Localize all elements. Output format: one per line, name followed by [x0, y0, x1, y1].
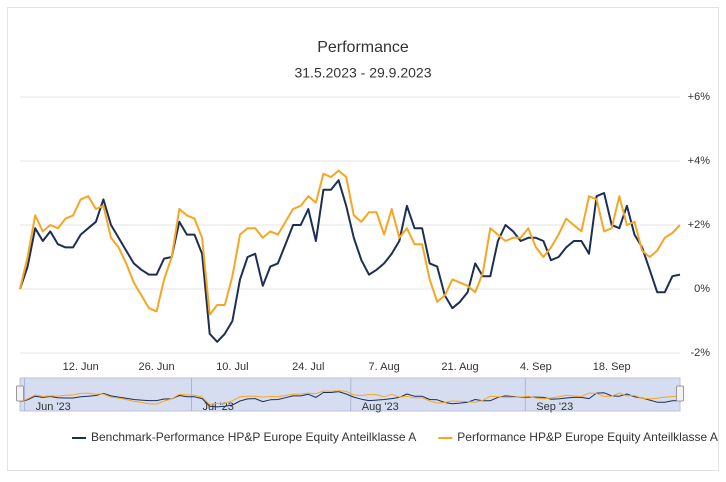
navigator-handle	[16, 385, 24, 402]
legend-label: Benchmark-Performance HP&P Europe Equity…	[91, 430, 416, 444]
x-tick-label: 10. Jul	[216, 361, 248, 373]
x-tick-label: 4. Sep	[520, 361, 552, 373]
x-tick-label: 12. Jun	[63, 361, 99, 373]
navigator-line	[19, 391, 681, 408]
x-tick-label: 18. Sep	[593, 361, 631, 373]
y-tick-label: +2%	[688, 219, 711, 231]
x-tick-label: 21. Aug	[441, 361, 478, 373]
y-tick-label: +6%	[688, 91, 711, 103]
series-line	[19, 169, 681, 316]
y-tick-label: +4%	[688, 155, 711, 167]
y-tick-label: 0%	[694, 283, 710, 295]
x-tick-label: 7. Aug	[369, 361, 400, 373]
x-tick-label: 26. Jun	[139, 361, 175, 373]
chart-title: Performance	[317, 39, 409, 56]
legend-label: Performance HP&P Europe Equity Anteilkla…	[457, 430, 718, 444]
x-tick-label: 24. Jul	[292, 361, 324, 373]
navigator-mask	[19, 377, 681, 412]
navigator-label: Sep '23	[536, 401, 573, 413]
navigator-label: Aug '23	[362, 401, 399, 413]
y-tick-label: -2%	[690, 347, 710, 359]
navigator-line	[19, 390, 681, 405]
navigator-handle	[676, 385, 684, 402]
navigator-label: Jun '23	[36, 401, 71, 413]
series-line	[19, 179, 681, 343]
chart-subtitle: 31.5.2023 - 29.9.2023	[294, 65, 431, 81]
